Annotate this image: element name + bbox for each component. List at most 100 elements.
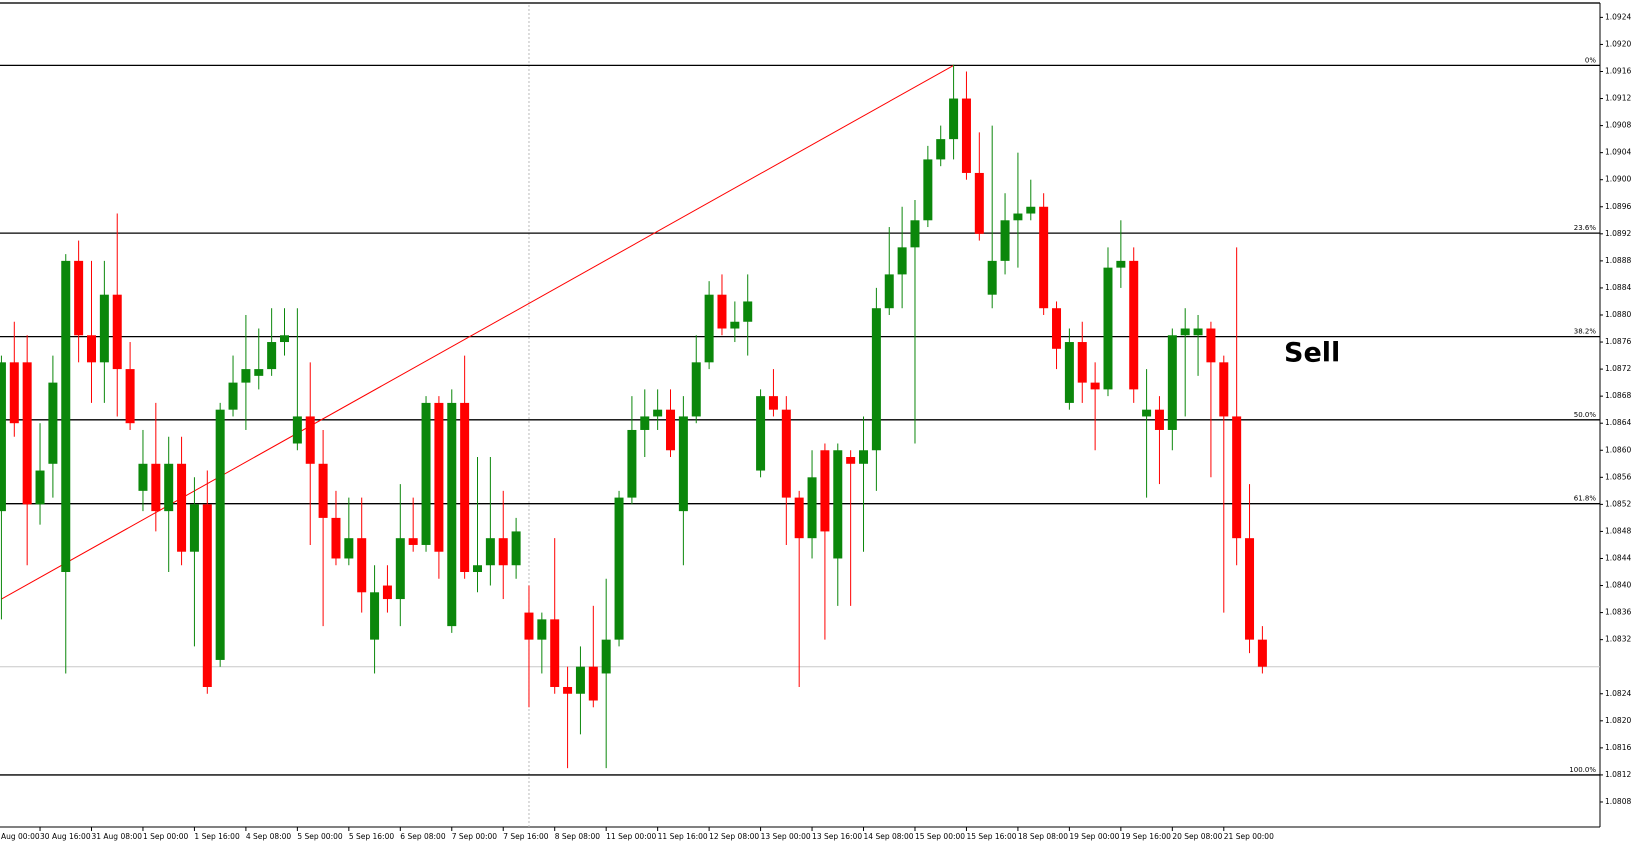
x-tick-label: 11 Sep 00:00 bbox=[606, 832, 656, 841]
y-tick-label: 1.08240 bbox=[1605, 689, 1631, 698]
fib-label: 23.6% bbox=[1574, 224, 1597, 232]
y-tick-label: 1.08880 bbox=[1605, 256, 1631, 265]
y-tick-label: 1.08360 bbox=[1605, 608, 1631, 617]
y-tick-label: 1.08080 bbox=[1605, 797, 1631, 806]
candle-body bbox=[768, 396, 778, 410]
candle-body bbox=[949, 98, 959, 140]
x-tick-label: 19 Sep 16:00 bbox=[1121, 832, 1171, 841]
x-tick-label: 19 Sep 00:00 bbox=[1069, 832, 1119, 841]
candle-body bbox=[408, 538, 418, 545]
candle-body bbox=[833, 450, 843, 559]
candle-body bbox=[730, 321, 740, 329]
candle-body bbox=[794, 497, 804, 539]
candle-body bbox=[678, 416, 688, 512]
fib-label: 0% bbox=[1585, 56, 1596, 64]
candle-body bbox=[511, 531, 521, 566]
candle-body bbox=[421, 402, 431, 545]
candle-body bbox=[1026, 206, 1036, 214]
candle-body bbox=[717, 294, 727, 329]
candle-body bbox=[653, 409, 663, 417]
x-tick-label: 21 Sep 00:00 bbox=[1224, 832, 1274, 841]
candle-body bbox=[22, 362, 32, 505]
candle-body bbox=[859, 450, 869, 464]
candle-body bbox=[640, 416, 650, 430]
x-tick-label: 14 Sep 08:00 bbox=[864, 832, 914, 841]
fib-label: 50.0% bbox=[1574, 411, 1597, 419]
x-tick-label: 13 Sep 00:00 bbox=[761, 832, 811, 841]
y-tick-label: 1.08120 bbox=[1605, 770, 1631, 779]
candle-body bbox=[344, 538, 354, 559]
y-tick-label: 1.08560 bbox=[1605, 472, 1631, 481]
candle-body bbox=[820, 450, 830, 532]
candle-body bbox=[254, 369, 264, 376]
candle-body bbox=[1116, 260, 1126, 268]
candle-body bbox=[189, 504, 199, 552]
candle-body bbox=[370, 592, 380, 640]
candle-body bbox=[177, 463, 187, 552]
y-tick-label: 1.08760 bbox=[1605, 337, 1631, 346]
x-tick-label: 7 Sep 00:00 bbox=[452, 832, 498, 841]
x-tick-label: Aug 00:00 bbox=[1, 832, 40, 841]
x-tick-label: 6 Sep 08:00 bbox=[400, 832, 446, 841]
candle-body bbox=[936, 139, 946, 160]
y-tick-label: 1.09240 bbox=[1605, 12, 1631, 21]
candle-body bbox=[485, 538, 495, 566]
y-tick-label: 1.09120 bbox=[1605, 94, 1631, 103]
y-tick-label: 1.08920 bbox=[1605, 229, 1631, 238]
x-tick-label: 5 Sep 00:00 bbox=[297, 832, 343, 841]
x-tick-label: 31 Aug 08:00 bbox=[91, 832, 142, 841]
candle-body bbox=[627, 429, 637, 498]
candle-body bbox=[382, 585, 392, 600]
candle-body bbox=[524, 612, 534, 640]
candle-body bbox=[9, 362, 19, 424]
candle-body bbox=[74, 260, 84, 336]
candle-body bbox=[112, 294, 122, 370]
candle-body bbox=[923, 159, 933, 221]
candle-body bbox=[460, 402, 470, 573]
candle-body bbox=[1013, 213, 1023, 221]
y-tick-label: 1.09200 bbox=[1605, 39, 1631, 48]
candle-body bbox=[743, 301, 753, 322]
candle-body bbox=[228, 382, 238, 410]
y-tick-label: 1.08720 bbox=[1605, 364, 1631, 373]
fib-label: 61.8% bbox=[1574, 495, 1597, 503]
candle-body bbox=[666, 409, 676, 451]
candle-body bbox=[781, 409, 791, 498]
candle-body bbox=[1180, 328, 1190, 336]
x-tick-label: 18 Sep 08:00 bbox=[1018, 832, 1068, 841]
y-tick-label: 1.08320 bbox=[1605, 635, 1631, 644]
x-tick-label: 5 Sep 16:00 bbox=[349, 832, 395, 841]
candle-body bbox=[447, 402, 457, 627]
candle-body bbox=[292, 416, 302, 444]
candle-body bbox=[331, 517, 341, 559]
candle-body bbox=[498, 538, 508, 566]
y-tick-label: 1.08200 bbox=[1605, 716, 1631, 725]
y-tick-label: 1.09040 bbox=[1605, 148, 1631, 157]
x-tick-label: 13 Sep 16:00 bbox=[812, 832, 862, 841]
candle-body bbox=[974, 172, 984, 234]
x-tick-label: 4 Sep 08:00 bbox=[246, 832, 292, 841]
candle-body bbox=[1219, 362, 1229, 417]
candle-body bbox=[241, 369, 251, 383]
candle-body bbox=[1245, 538, 1255, 640]
y-tick-label: 1.08160 bbox=[1605, 743, 1631, 752]
candle-body bbox=[1257, 639, 1267, 667]
candle-body bbox=[1077, 342, 1087, 383]
candle-body bbox=[305, 416, 315, 464]
x-tick-label: 15 Sep 00:00 bbox=[915, 832, 965, 841]
candle-body bbox=[614, 497, 624, 640]
candle-body bbox=[0, 362, 6, 512]
candle-body bbox=[575, 666, 585, 694]
y-tick-label: 1.08680 bbox=[1605, 391, 1631, 400]
candle-body bbox=[48, 382, 58, 464]
x-tick-label: 1 Sep 16:00 bbox=[194, 832, 240, 841]
candle-body bbox=[807, 477, 817, 539]
candle-body bbox=[138, 463, 148, 491]
candle-body bbox=[395, 538, 405, 600]
annotation: Sell bbox=[1284, 338, 1340, 369]
candle-body bbox=[884, 274, 894, 309]
y-tick-label: 1.08640 bbox=[1605, 418, 1631, 427]
y-tick-label: 1.08520 bbox=[1605, 499, 1631, 508]
candle-body bbox=[1193, 328, 1203, 336]
